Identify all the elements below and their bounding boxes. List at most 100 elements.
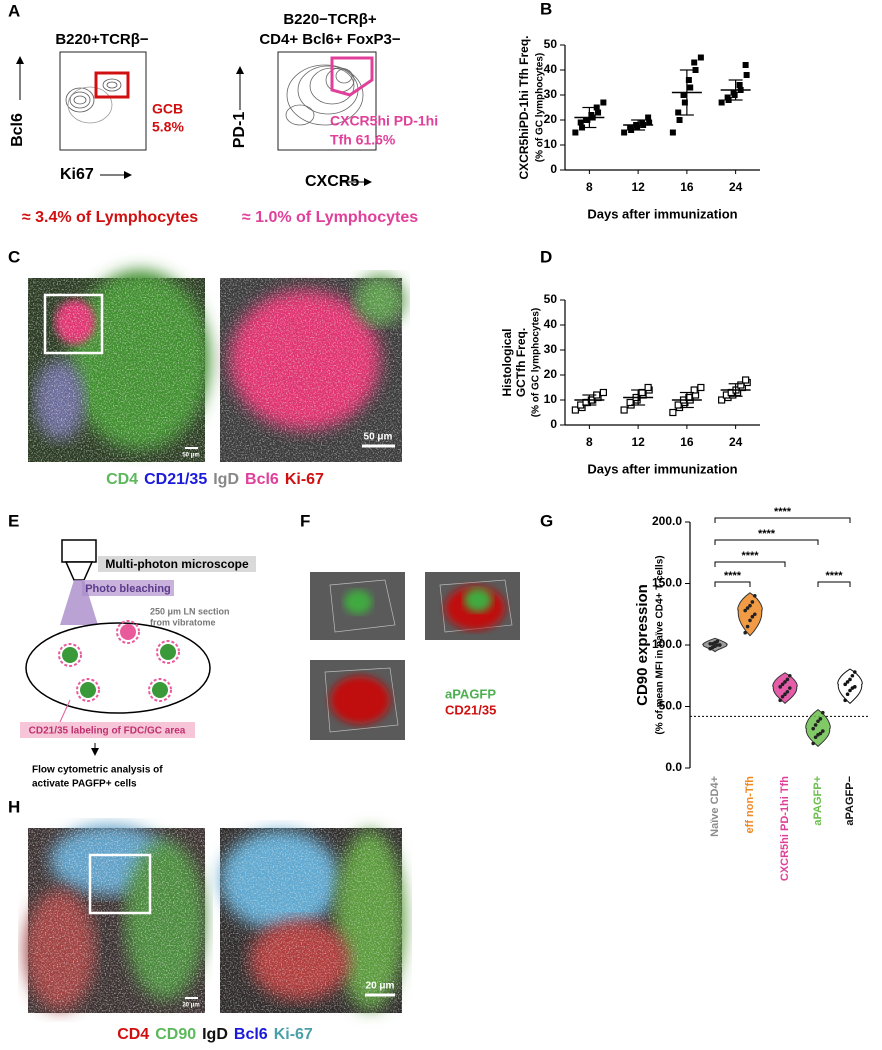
y-tick-label: 40 <box>544 317 558 331</box>
y-tick-label: 150.0 <box>652 576 682 590</box>
data-point <box>853 670 857 674</box>
summary: ≈ 1.0% of Lymphocytes <box>242 209 418 226</box>
data-point <box>780 682 785 687</box>
data-point <box>572 129 579 136</box>
violin <box>772 672 798 705</box>
stain-label: Bcl6 <box>245 471 279 488</box>
gate-label: Tfh 61.6% <box>330 132 396 148</box>
data-point <box>674 401 682 409</box>
y-axis-label: (% of GC lymphocytes) <box>535 53 546 162</box>
scale-label: 50 μm <box>364 432 393 443</box>
plot-frame <box>59 51 147 151</box>
y-tick-label: 100.0 <box>652 637 682 651</box>
x-tick-label: eff non-Tfh <box>744 776 756 834</box>
data-point <box>785 689 790 694</box>
scale-label: 20 μm <box>366 981 395 992</box>
x-tick-label: aPAGFP+ <box>812 776 824 826</box>
data-point <box>821 729 825 733</box>
scale-label: 50 μm <box>182 453 199 459</box>
violin <box>737 592 763 637</box>
data-point <box>724 94 731 101</box>
gate <box>330 56 374 97</box>
data-point <box>681 99 688 106</box>
data-point <box>588 112 595 118</box>
data-point <box>816 719 820 724</box>
texture <box>28 278 205 462</box>
y-axis-label: (% of mean MFI in naïve CD4+ T cells) <box>655 555 666 734</box>
data-point <box>743 608 747 613</box>
y-tick-label: 20 <box>544 367 558 381</box>
data-point <box>743 72 750 78</box>
bounding-box <box>439 579 513 633</box>
data-point <box>621 129 628 136</box>
significance-label: **** <box>825 570 843 582</box>
x-tick-label: 16 <box>680 435 694 449</box>
panel-letter: E <box>8 511 19 530</box>
data-point <box>626 398 634 407</box>
data-point <box>788 686 792 690</box>
data-point <box>571 406 579 414</box>
follicles <box>58 620 180 702</box>
zoom-box <box>43 293 104 355</box>
x-tick-label: aPAGFP− <box>844 776 856 826</box>
data-point <box>785 677 790 682</box>
data-point <box>783 680 787 684</box>
data-point <box>579 124 586 131</box>
data-point <box>639 119 646 126</box>
label-box <box>82 580 174 596</box>
data-point <box>750 614 755 619</box>
micrograph <box>220 828 405 1013</box>
y-axis-label: GCTfh Freq. <box>514 328 528 397</box>
data-point <box>599 388 607 397</box>
panel-letter: G <box>540 511 553 530</box>
stain-label: Ki-67 <box>285 471 324 488</box>
summary: ≈ 3.4% of Lymphocytes <box>22 209 198 226</box>
data-point <box>627 124 634 131</box>
render-3d <box>310 572 520 740</box>
light-beam <box>60 580 98 625</box>
y-tick-label: 200.0 <box>652 514 682 528</box>
objective-tip <box>64 561 94 581</box>
data-point <box>778 685 782 689</box>
x-tick-label: CXCR5hi PD-1hi Tfh <box>779 776 791 881</box>
data-point <box>583 117 590 123</box>
data-point <box>600 99 607 106</box>
gate-label: GCB <box>152 101 183 117</box>
data-point <box>745 606 750 610</box>
y-tick-label: 10 <box>544 392 558 406</box>
data-point <box>676 117 683 123</box>
data-point <box>715 639 720 644</box>
panel-letter: D <box>540 247 552 266</box>
texture <box>220 828 402 1013</box>
violin <box>837 668 863 705</box>
data-point <box>669 129 676 136</box>
label-box <box>98 556 256 572</box>
axis-label: PD-1 <box>231 112 248 149</box>
y-tick-label: 0 <box>550 417 557 431</box>
y-tick-label: 0.0 <box>665 760 682 774</box>
stain-label: CD4 <box>117 1026 149 1043</box>
data-point <box>848 688 852 693</box>
significance-bracket <box>817 581 851 587</box>
y-tick-label: 30 <box>544 342 558 356</box>
x-tick-label: 16 <box>680 180 694 194</box>
x-tick-label: 12 <box>631 180 645 194</box>
data-point <box>692 67 699 73</box>
y-axis-label: CD90 expression <box>634 584 651 706</box>
data-point <box>697 54 704 61</box>
stain-label: IgD <box>213 471 239 488</box>
data-point <box>748 618 752 623</box>
data-point <box>753 612 757 617</box>
significance-bracket <box>714 581 751 587</box>
data-point <box>736 82 743 88</box>
x-axis-label: Days after immunization <box>587 461 737 476</box>
stain-label: IgD <box>202 1026 228 1043</box>
violin <box>805 709 831 748</box>
gate <box>94 71 130 99</box>
stain-region <box>330 676 390 724</box>
significance-label: **** <box>724 570 742 582</box>
data-point <box>843 682 847 687</box>
significance-label: **** <box>774 506 792 518</box>
zoom-box <box>88 853 152 915</box>
data-point <box>753 594 757 598</box>
